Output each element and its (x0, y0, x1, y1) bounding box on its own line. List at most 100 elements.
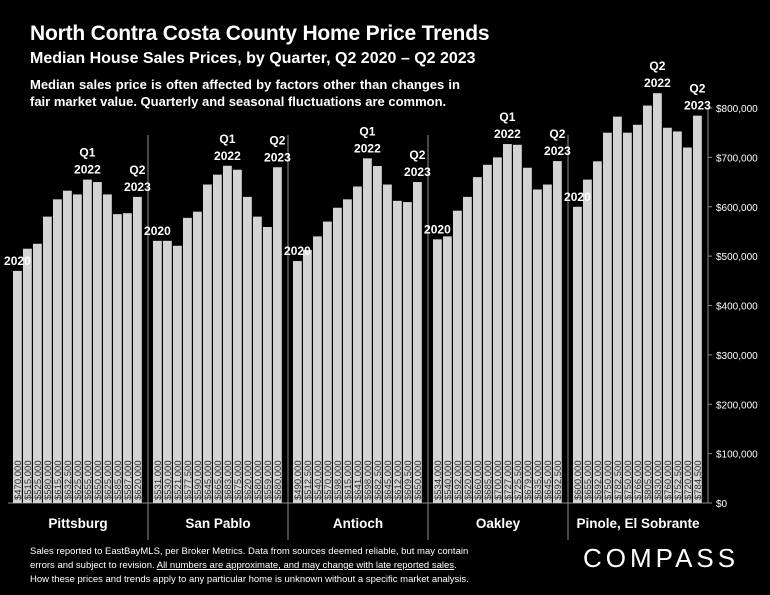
y-tick-label: $300,000 (716, 351, 758, 362)
bar (23, 248, 32, 503)
bar-value-label: $540,000 (313, 460, 324, 500)
bar-value-label: $580,000 (253, 460, 264, 500)
bar-value-label: $650,000 (93, 460, 104, 500)
bar (333, 207, 342, 504)
bar (443, 236, 452, 503)
bar (73, 194, 82, 503)
bar-value-label: $615,000 (343, 460, 354, 500)
bar-value-label: $525,000 (33, 460, 44, 500)
bar-value-label: $727,000 (503, 460, 514, 500)
bar-value-label: $683,000 (223, 460, 234, 500)
bar-value-label: $625,000 (73, 460, 84, 500)
bar-annotation: Q2 (549, 127, 565, 141)
bar-annotation: 2023 (264, 150, 291, 164)
bar (693, 115, 702, 503)
bar-value-label: $540,000 (443, 460, 454, 500)
category-label: Pinole, El Sobrante (576, 516, 700, 531)
bar (653, 93, 662, 503)
bar-annotation: Q2 (409, 148, 425, 162)
bar-annotation: 2022 (214, 149, 241, 163)
y-tick-label: $100,000 (716, 450, 758, 461)
bar (273, 167, 282, 503)
bar (203, 184, 212, 503)
bar (63, 190, 72, 503)
bar (503, 144, 512, 503)
bar (363, 158, 372, 504)
bar-annotation: Q2 (129, 163, 145, 177)
bar-annotation: 2020 (144, 224, 171, 238)
footnote-line-2: errors and subject to revision. All numb… (30, 559, 550, 573)
bar (683, 147, 692, 503)
bar-value-label: $665,000 (213, 460, 224, 500)
y-tick-label: $0 (716, 499, 728, 510)
bar-value-label: $645,000 (203, 460, 214, 500)
bar (623, 132, 632, 503)
footnote-line-2-start: errors and subject to revision. (30, 560, 157, 571)
y-tick-label: $200,000 (716, 400, 758, 411)
bar (133, 196, 142, 503)
bar-annotation: 2022 (494, 127, 521, 141)
y-tick-label: $800,000 (716, 104, 758, 115)
bar-annotation: Q1 (79, 146, 95, 160)
bar-value-label: $590,000 (193, 460, 204, 500)
compass-logo: COMPASS (583, 543, 740, 573)
bar-value-label: $805,000 (643, 460, 654, 500)
bar-value-label: $512,500 (303, 460, 314, 500)
bar (673, 131, 682, 503)
bar-value-label: $531,000 (153, 460, 164, 500)
bar-value-label: $625,000 (103, 460, 114, 500)
bar-value-label: $645,000 (383, 460, 394, 500)
bar-value-label: $620,000 (133, 460, 144, 500)
bar-value-label: $720,000 (683, 460, 694, 500)
bar-value-label: $490,000 (293, 460, 304, 500)
bar-value-label: $692,000 (593, 460, 604, 500)
bar (213, 174, 222, 503)
bar-value-label: $559,000 (263, 460, 274, 500)
bar-annotation: 2020 (284, 244, 311, 258)
bar-value-label: $760,000 (663, 460, 674, 500)
bar-value-label: $620,000 (243, 460, 254, 500)
bar-annotation: 2020 (4, 254, 31, 268)
bar (553, 161, 562, 503)
bar-value-label: $682,500 (373, 460, 384, 500)
bar-value-label: $632,500 (63, 460, 74, 500)
bar-value-label: $534,000 (433, 460, 444, 500)
bar-value-label: $620,000 (463, 460, 474, 500)
footnote-disclaimer-link: All numbers are approximate, and may cha… (156, 560, 455, 571)
bar (393, 200, 402, 503)
bar-value-label: $585,000 (113, 460, 124, 500)
bar-annotation: Q1 (219, 132, 235, 146)
bar-annotation: 2023 (404, 165, 431, 179)
bar (113, 214, 122, 503)
bar-annotation: 2022 (644, 76, 671, 90)
bar-annotation: 2023 (684, 99, 711, 113)
bar-annotation: Q2 (649, 59, 665, 73)
chart-subtitle: Median House Sales Prices, by Quarter, Q… (30, 50, 476, 67)
bar-annotation: 2023 (544, 144, 571, 158)
bar (353, 186, 362, 503)
category-label: Antioch (333, 516, 383, 531)
bar (343, 199, 352, 503)
footnote-line-1: Sales reported to EastBayMLS, per Broker… (30, 546, 469, 557)
bar-value-label: $692,500 (553, 460, 564, 500)
bar-value-label: $752,500 (673, 460, 684, 500)
bar-annotation: 2022 (74, 163, 101, 177)
bar (513, 144, 522, 504)
footnote-line-3: How these prices and trends apply to any… (30, 574, 469, 585)
bar (453, 210, 462, 503)
bar-value-label: $685,000 (483, 460, 494, 500)
bar (313, 236, 322, 503)
bar (373, 166, 382, 503)
bar (263, 226, 272, 503)
bar (243, 196, 252, 503)
bar (253, 216, 262, 503)
bar-value-label: $641,000 (353, 460, 364, 500)
bar-annotation: 2022 (354, 141, 381, 155)
bar (403, 202, 412, 503)
bar (233, 169, 242, 503)
bar (53, 199, 62, 503)
bar (93, 182, 102, 503)
bar-value-label: $784,500 (693, 460, 704, 500)
bar-value-label: $782,500 (613, 460, 624, 500)
bar (593, 161, 602, 503)
